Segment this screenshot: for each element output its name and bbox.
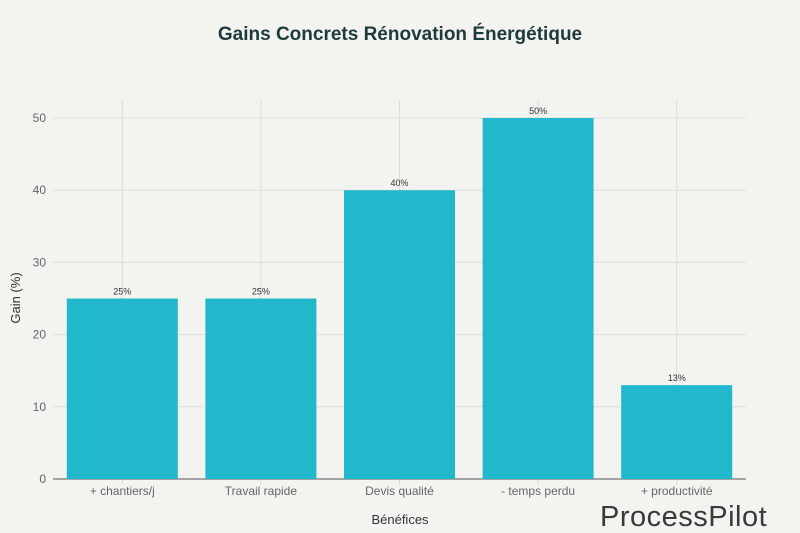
x-tick-label: + productivité <box>641 484 713 498</box>
y-tick-label: 50 <box>33 111 47 125</box>
y-tick-label: 40 <box>33 183 47 197</box>
data-label: 25% <box>113 287 131 297</box>
data-label: 50% <box>529 106 547 116</box>
x-tick-label: - temps perdu <box>501 484 575 498</box>
watermark-logo: ProcessPilot <box>600 501 768 533</box>
y-tick-label: 0 <box>39 472 46 486</box>
chart-title: Gains Concrets Rénovation Énergétique <box>218 23 582 45</box>
data-label: 25% <box>252 287 270 297</box>
data-label: 40% <box>390 178 408 188</box>
data-label: 13% <box>668 373 686 383</box>
y-tick-label: 10 <box>33 400 47 414</box>
bar <box>205 298 317 479</box>
bar <box>344 190 455 479</box>
x-tick-label: + chantiers/j <box>90 484 155 498</box>
y-axis-label: Gain (%) <box>8 272 23 323</box>
x-tick-label: Travail rapide <box>225 484 298 498</box>
bar <box>482 118 594 479</box>
x-axis-label: Bénéfices <box>371 512 429 527</box>
bar <box>66 298 178 479</box>
bar <box>621 385 733 479</box>
x-tick-label: Devis qualité <box>365 484 434 498</box>
y-tick-label: 20 <box>33 328 47 342</box>
y-tick-label: 30 <box>33 255 47 269</box>
